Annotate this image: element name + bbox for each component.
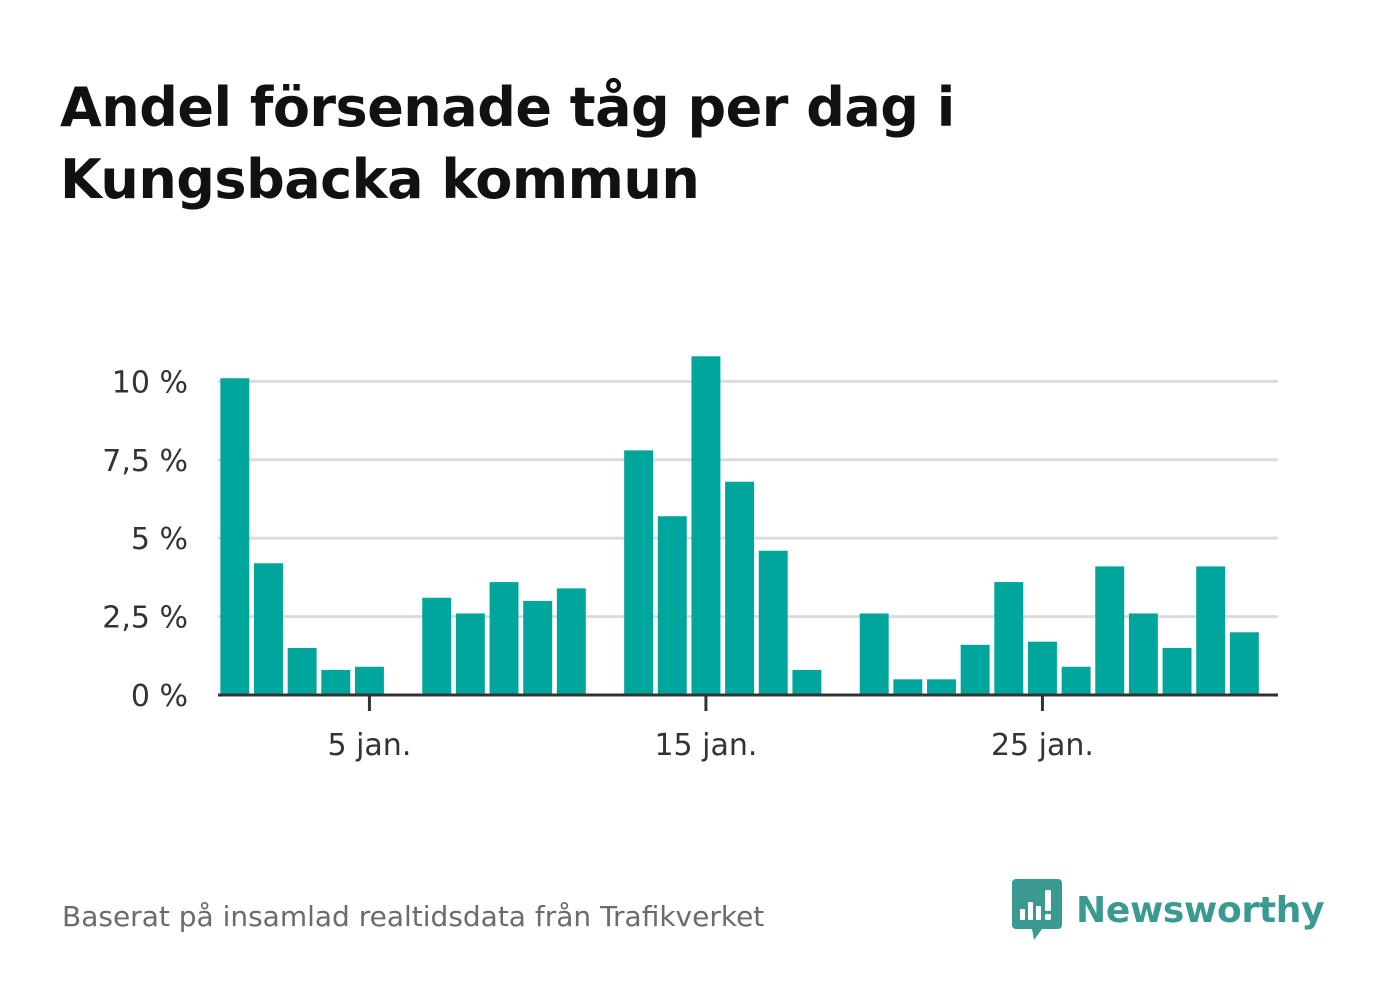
x-axis (218, 693, 1278, 711)
x-axis-labels: 5 jan. 15 jan. 25 jan. (327, 728, 1093, 763)
y-tick-label: 2,5 % (102, 601, 188, 636)
bar (960, 644, 990, 695)
chart-title: Andel försenade tåg per dag i Kungsbacka… (60, 76, 955, 211)
bar (1027, 641, 1057, 695)
bar (220, 378, 250, 695)
bar (321, 669, 351, 695)
bar (1196, 566, 1226, 695)
bar (691, 356, 721, 695)
bar (1095, 566, 1125, 695)
bar-series (220, 356, 1259, 695)
bar (556, 588, 586, 695)
bar (455, 613, 485, 695)
bar (657, 516, 687, 695)
y-tick-label: 0 % (131, 679, 188, 714)
bar-chart-speech-bubble-icon (1012, 879, 1062, 940)
bar (624, 450, 654, 695)
brand: Newsworthy (1012, 878, 1325, 942)
source-note: Baserat på insamlad realtidsdata från Tr… (62, 900, 765, 933)
bar (523, 600, 553, 695)
bar (422, 597, 452, 695)
bar (1061, 666, 1091, 695)
bar (354, 666, 384, 695)
bar (1162, 647, 1192, 695)
x-tick-label: 15 jan. (654, 728, 757, 763)
bar (758, 550, 788, 695)
bar (927, 679, 956, 695)
y-tick-label: 10 % (112, 365, 188, 400)
bar (725, 481, 755, 695)
bar (792, 669, 822, 695)
bar (893, 679, 923, 695)
y-tick-label: 7,5 % (102, 444, 188, 479)
bar (1229, 632, 1259, 695)
x-tick-label: 25 jan. (991, 728, 1094, 763)
bar (1128, 613, 1158, 695)
bar (994, 582, 1024, 695)
y-tick-label: 5 % (131, 522, 188, 557)
x-tick-label: 5 jan. (327, 728, 411, 763)
bar (489, 582, 519, 695)
bar (254, 563, 283, 695)
y-axis-labels: 0 % 2,5 % 5 % 7,5 % 10 % (102, 365, 188, 714)
brand-name: Newsworthy (1076, 889, 1325, 931)
bar (287, 647, 317, 695)
bar (859, 613, 889, 695)
